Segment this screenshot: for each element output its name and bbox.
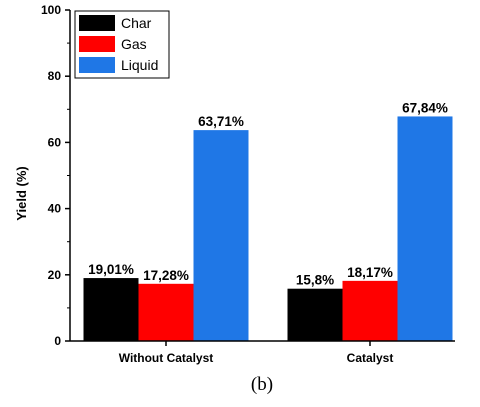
bar-char-1: [83, 278, 139, 341]
bar-liquid-1: [193, 130, 249, 341]
x-tick-label: Without Catalyst: [119, 351, 214, 365]
data-label-liquid-1: 63,71%: [198, 114, 244, 129]
data-label-liquid-2: 67,84%: [402, 100, 448, 115]
data-label-gas-2: 18,17%: [347, 265, 393, 280]
figure-caption: (b): [251, 374, 273, 395]
bar-char-2: [287, 288, 343, 341]
legend-swatch-gas: [79, 36, 115, 52]
y-tick-label: 40: [48, 202, 62, 216]
y-tick-label: 100: [41, 3, 61, 17]
legend-label-char: Char: [121, 15, 152, 31]
y-axis-title: Yield (%): [14, 166, 29, 220]
plot-area: 19,01% 15,8% 17,28% 18,17% 63,71% 67,84% 0 20 40…: [41, 3, 455, 365]
legend-swatch-liquid: [79, 57, 115, 73]
bar-gas-2: [342, 280, 398, 341]
legend-label-liquid: Liquid: [121, 57, 158, 73]
legend-label-gas: Gas: [121, 36, 147, 52]
y-tick-label: 20: [48, 268, 62, 282]
data-label-gas-1: 17,28%: [143, 268, 189, 283]
legend-swatch-char: [79, 15, 115, 31]
x-tick-label: Catalyst: [347, 351, 394, 365]
y-tick-label: 60: [48, 135, 62, 149]
bar-gas-1: [138, 283, 194, 341]
y-tick-label: 80: [48, 69, 62, 83]
bar-liquid-2: [397, 116, 453, 341]
data-label-char-1: 19,01%: [88, 262, 134, 277]
legend: Char Gas Liquid: [74, 10, 170, 79]
data-label-char-2: 15,8%: [296, 273, 334, 288]
y-tick-label: 0: [54, 334, 61, 348]
